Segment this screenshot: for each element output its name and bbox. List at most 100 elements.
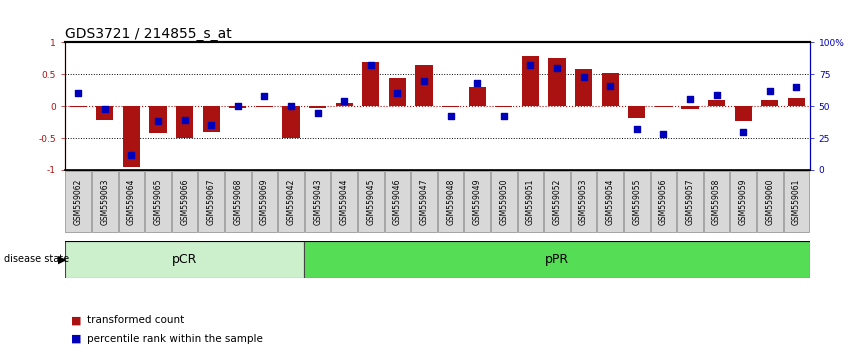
Text: GSM559066: GSM559066 [180,178,189,225]
Bar [176,106,193,138]
Bar [96,106,113,120]
Text: pCR: pCR [172,253,197,266]
Bar [682,106,699,109]
Text: disease state: disease state [4,254,69,264]
FancyBboxPatch shape [438,171,463,232]
Text: GSM559046: GSM559046 [393,178,402,225]
Point [284,103,298,109]
FancyBboxPatch shape [704,171,729,232]
Text: GSM559061: GSM559061 [792,178,801,225]
Bar [255,106,273,108]
FancyBboxPatch shape [677,171,703,232]
FancyBboxPatch shape [332,171,357,232]
FancyBboxPatch shape [145,171,171,232]
Text: GSM559057: GSM559057 [686,178,695,225]
Point [151,119,165,124]
FancyBboxPatch shape [598,171,623,232]
Point [98,106,112,112]
Text: GSM559060: GSM559060 [766,178,774,225]
FancyBboxPatch shape [304,241,810,278]
Text: GSM559068: GSM559068 [233,178,242,225]
Text: GSM559056: GSM559056 [659,178,668,225]
Bar [495,106,513,108]
Bar [336,103,352,106]
Point [470,80,484,86]
FancyBboxPatch shape [650,171,676,232]
Text: GSM559049: GSM559049 [473,178,481,225]
Point [71,91,85,96]
Text: GSM559059: GSM559059 [739,178,747,225]
FancyBboxPatch shape [624,171,650,232]
FancyBboxPatch shape [66,171,91,232]
Point [790,84,804,90]
Text: GSM559048: GSM559048 [446,178,456,225]
Text: GSM559051: GSM559051 [526,178,535,225]
Bar [761,100,779,106]
Bar [708,101,725,106]
Point [497,114,511,119]
Bar [655,106,672,108]
Bar [602,73,619,106]
Text: GSM559047: GSM559047 [419,178,429,225]
FancyBboxPatch shape [491,171,517,232]
FancyBboxPatch shape [92,171,118,232]
Text: GSM559044: GSM559044 [339,178,349,225]
Text: transformed count: transformed count [87,315,184,325]
Text: GSM559062: GSM559062 [74,178,83,225]
FancyBboxPatch shape [305,171,331,232]
Text: GSM559063: GSM559063 [100,178,109,225]
Text: GSM559055: GSM559055 [632,178,642,225]
Point [178,118,191,123]
Bar [362,62,379,106]
Text: GSM559052: GSM559052 [553,178,561,225]
Point [604,83,617,88]
Point [550,65,564,71]
FancyBboxPatch shape [65,241,304,278]
Text: GSM559067: GSM559067 [207,178,216,225]
Text: ▶: ▶ [58,254,67,264]
FancyBboxPatch shape [278,171,304,232]
Text: percentile rank within the sample: percentile rank within the sample [87,334,262,344]
FancyBboxPatch shape [784,171,809,232]
Text: GSM559050: GSM559050 [500,178,508,225]
Bar [469,87,486,106]
Text: pPR: pPR [545,253,569,266]
FancyBboxPatch shape [518,171,543,232]
Bar [309,106,326,108]
Point [656,131,670,137]
Text: GSM559054: GSM559054 [605,178,615,225]
Point [630,126,643,132]
FancyBboxPatch shape [171,171,197,232]
Point [257,93,271,99]
FancyBboxPatch shape [757,171,783,232]
Point [364,63,378,68]
Text: GSM559043: GSM559043 [313,178,322,225]
Bar [522,57,539,106]
Text: GSM559065: GSM559065 [153,178,163,225]
Point [391,91,404,96]
Point [763,88,777,94]
Point [736,129,750,135]
Bar [442,106,459,108]
Point [577,74,591,80]
Bar [575,69,592,106]
FancyBboxPatch shape [464,171,490,232]
Text: GSM559045: GSM559045 [366,178,375,225]
Bar [389,78,406,106]
FancyBboxPatch shape [198,171,224,232]
Text: GDS3721 / 214855_s_at: GDS3721 / 214855_s_at [65,28,232,41]
FancyBboxPatch shape [252,171,277,232]
Point [337,98,351,104]
Point [125,152,139,158]
FancyBboxPatch shape [411,171,436,232]
FancyBboxPatch shape [225,171,250,232]
Bar [150,106,166,133]
Text: ■: ■ [71,315,81,325]
FancyBboxPatch shape [119,171,145,232]
Point [204,122,218,128]
Bar [69,106,87,108]
Bar [628,106,645,118]
FancyBboxPatch shape [730,171,756,232]
Text: GSM559058: GSM559058 [712,178,721,225]
Point [709,92,723,98]
